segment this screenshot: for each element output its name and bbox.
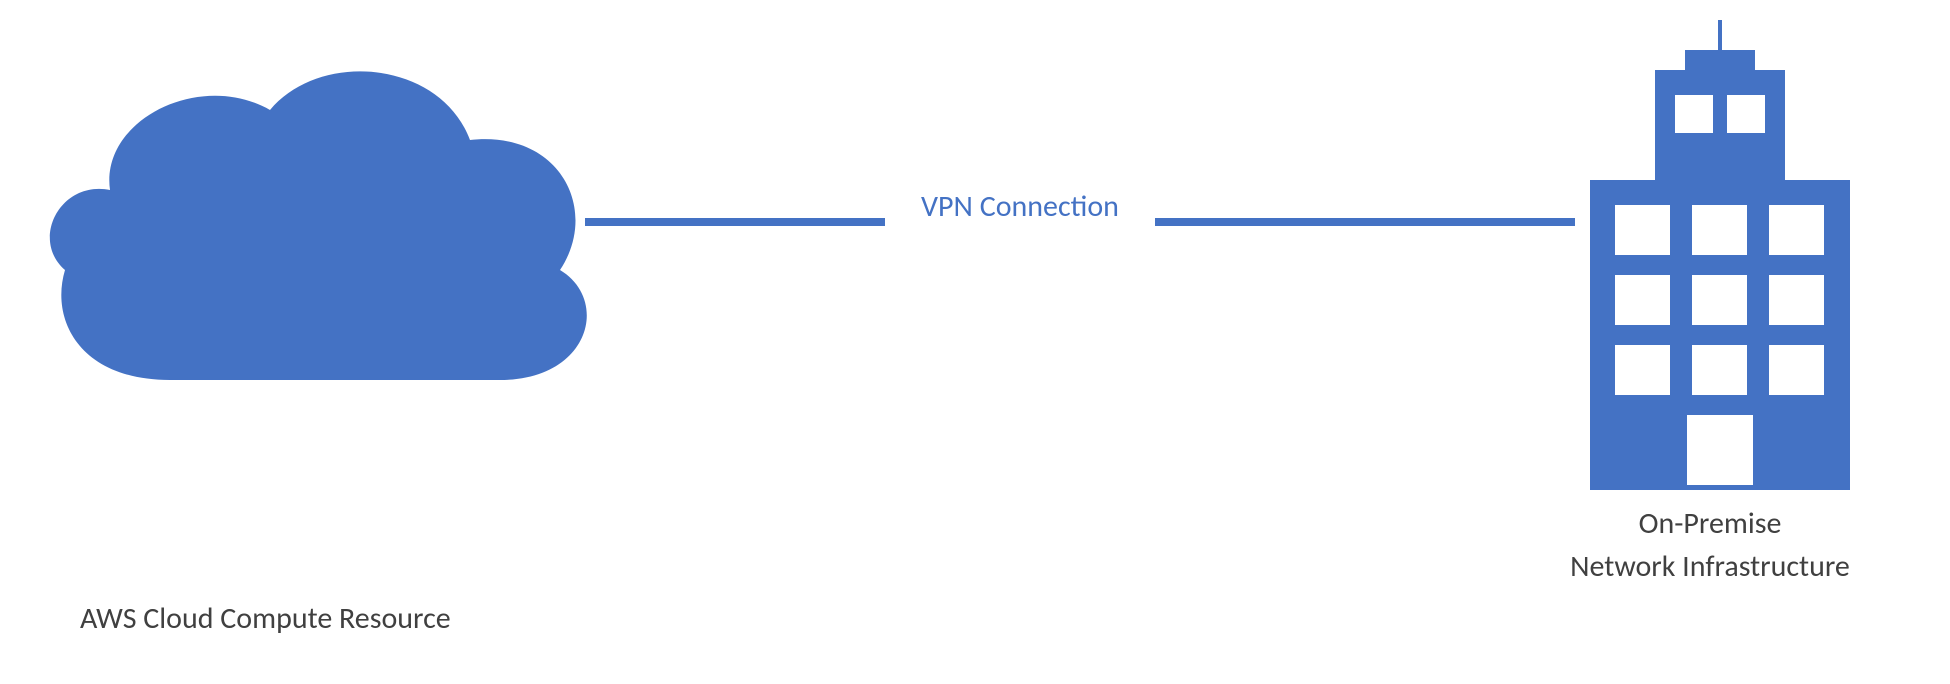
cloud-icon	[40, 40, 600, 430]
cloud-label: AWS Cloud Compute Resource	[80, 600, 600, 637]
vpn-connection-label: VPN Connection	[885, 188, 1155, 225]
building-node	[1570, 20, 1870, 490]
building-label-line2: Network Infrastructure	[1480, 548, 1940, 585]
vpn-line-left	[585, 218, 885, 226]
building-icon	[1570, 20, 1870, 490]
vpn-topology-diagram: AWS Cloud Compute Resource VPN Connectio…	[0, 0, 1950, 684]
building-label-line1: On-Premise	[1480, 505, 1940, 542]
vpn-line-right	[1155, 218, 1575, 226]
cloud-node	[40, 40, 600, 430]
